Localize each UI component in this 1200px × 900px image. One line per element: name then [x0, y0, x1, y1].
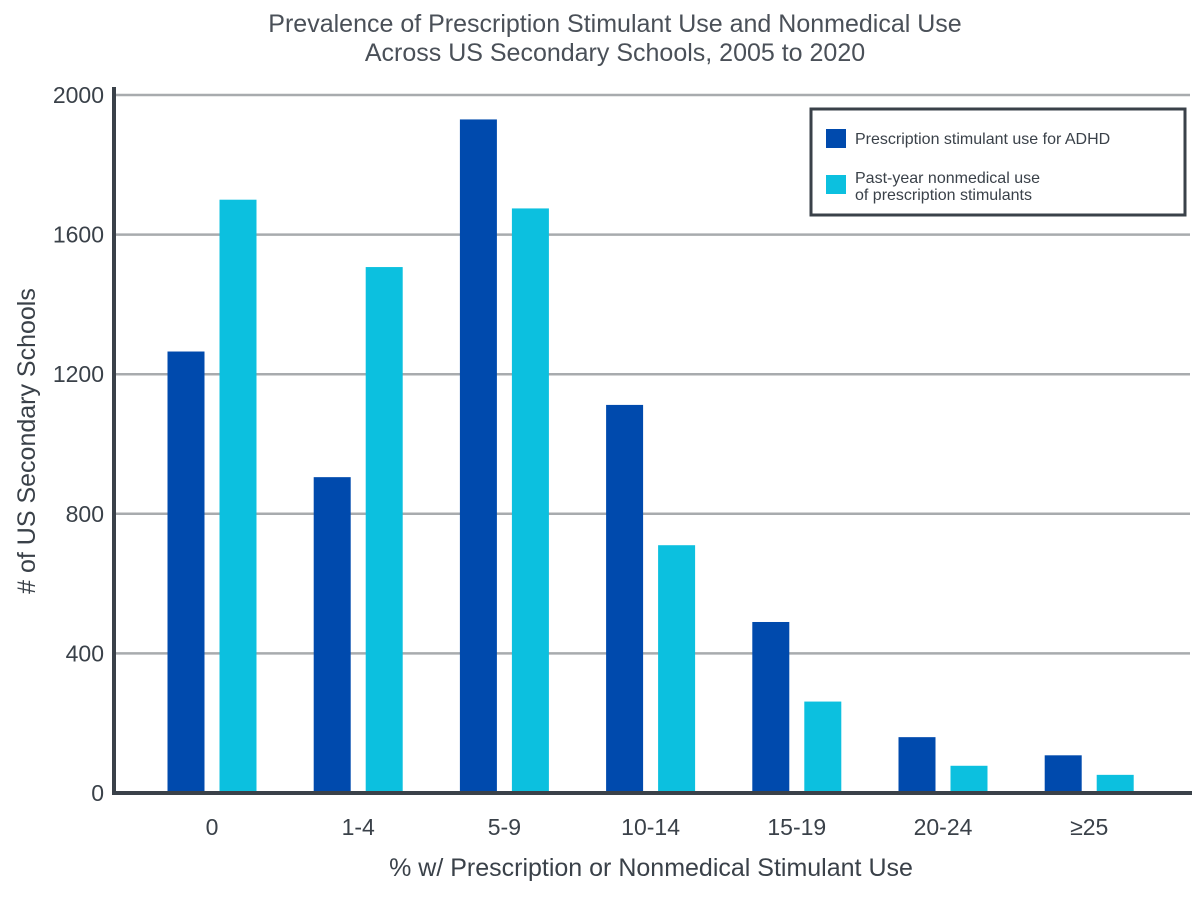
legend-label-nonmedical-line1: Past-year nonmedical use — [855, 170, 1040, 187]
bar-adhd-3 — [606, 404, 644, 793]
x-tick-label: 1-4 — [342, 814, 375, 840]
chart-title-line-1: Prevalence of Prescription Stimulant Use… — [268, 10, 962, 38]
bar-nonmedical-2 — [511, 208, 549, 794]
bar-adhd-4 — [752, 621, 790, 793]
bar-adhd-6 — [1044, 755, 1082, 793]
y-tick-label: 800 — [66, 501, 104, 527]
x-axis-title: % w/ Prescription or Nonmedical Stimulan… — [389, 854, 913, 882]
bar-adhd-0 — [167, 351, 205, 793]
legend-swatch-nonmedical — [826, 175, 846, 194]
y-tick-label: 400 — [66, 640, 104, 666]
bars — [167, 119, 1134, 794]
x-tick-label: 0 — [206, 814, 219, 840]
y-tick-labels: 0 400 800 1200 1600 2000 — [53, 82, 104, 806]
bar-nonmedical-1 — [365, 267, 403, 793]
legend-swatch-adhd — [826, 129, 846, 148]
bar-adhd-5 — [898, 737, 936, 793]
bar-adhd-2 — [459, 119, 497, 794]
chart-title: Prevalence of Prescription Stimulant Use… — [0, 10, 1200, 68]
x-tick-labels: 0 1-4 5-9 10-14 15-19 20-24 ≥25 — [206, 814, 1109, 840]
y-axis-title: # of US Secondary Schools — [13, 288, 41, 594]
bar-adhd-1 — [313, 477, 351, 793]
y-tick-label: 1200 — [53, 361, 104, 387]
bar-nonmedical-5 — [950, 765, 988, 793]
bar-nonmedical-6 — [1096, 774, 1134, 793]
y-tick-label: 0 — [91, 780, 104, 806]
x-tick-label: 5-9 — [488, 814, 521, 840]
gridlines — [114, 93, 1190, 655]
legend: Prescription stimulant use for ADHD Past… — [809, 107, 1187, 217]
bar-nonmedical-4 — [804, 701, 842, 793]
x-tick-label: ≥25 — [1070, 814, 1108, 840]
y-tick-label: 2000 — [53, 82, 104, 108]
x-tick-label: 10-14 — [621, 814, 680, 840]
legend-label-nonmedical-line2: of prescription stimulants — [855, 187, 1032, 204]
bar-nonmedical-0 — [219, 199, 257, 793]
x-tick-label: 15-19 — [767, 814, 826, 840]
legend-box — [809, 107, 1187, 217]
x-tick-label: 20-24 — [914, 814, 973, 840]
y-tick-label: 1600 — [53, 222, 104, 248]
bar-nonmedical-3 — [658, 545, 696, 793]
legend-label-adhd: Prescription stimulant use for ADHD — [855, 131, 1110, 148]
chart-title-line-2: Across US Secondary Schools, 2005 to 202… — [364, 39, 866, 67]
